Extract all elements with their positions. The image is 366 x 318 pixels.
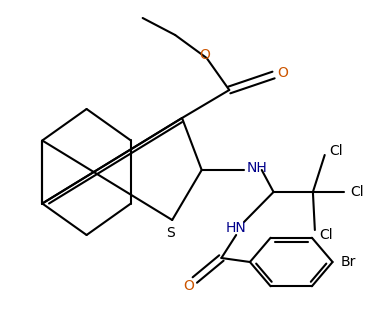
Text: Br: Br (340, 255, 356, 269)
Text: Cl: Cl (350, 185, 364, 199)
Text: NH: NH (247, 161, 268, 175)
Text: Cl: Cl (319, 228, 332, 242)
Text: O: O (199, 48, 210, 62)
Text: O: O (183, 279, 194, 293)
Text: HN: HN (226, 221, 247, 235)
Text: S: S (166, 226, 175, 240)
Text: Cl: Cl (330, 144, 343, 158)
Text: O: O (277, 66, 288, 80)
